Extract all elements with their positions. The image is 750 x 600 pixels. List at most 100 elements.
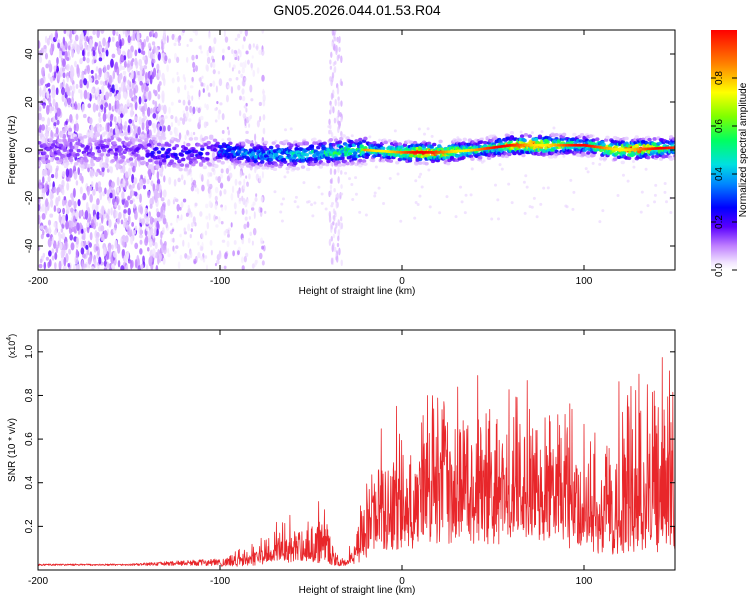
spectrogram-cell [110,158,116,163]
spectrogram-cell [220,168,224,174]
spectrogram-cell [86,248,90,256]
spectrogram-cell [407,156,413,161]
spectrogram-cell [562,154,566,158]
spectrogram-cell [45,104,50,115]
spectrogram-cell [241,237,245,245]
spectrogram-cell [58,213,62,223]
spectrogram-cell [341,134,346,138]
spectrogram-cell [68,167,73,178]
spectrogram-cell [507,152,512,157]
spectrogram-cell [280,202,284,206]
spectrogram-cell [462,137,467,142]
spectrogram-cell [45,135,49,143]
spectrogram-cell [261,260,265,266]
spectrogram-cell [116,99,120,110]
spectrogram-cell [248,216,251,220]
spectrogram-x-label: Height of straight line (km) [299,286,416,297]
spectrogram-cell [170,115,174,120]
spectrogram-cell [418,161,423,165]
spectrogram-cell [44,206,48,216]
spectrogram-cell [162,209,165,216]
spectrogram-cell [493,183,497,187]
spectrogram-cell [183,167,188,172]
spectrogram-cell [84,42,88,51]
spectrogram-cell [133,177,138,185]
snr-y-ticks: 0.20.40.60.81.0 [24,344,675,533]
spectrogram-cell [493,136,498,140]
spectrogram-cell [184,253,188,259]
spectrogram-cell [632,165,636,169]
spectrogram-cell [45,198,49,208]
spectrogram-cell [591,161,595,165]
spectrogram-cell [358,137,363,142]
spectrogram-cell [540,130,544,134]
colorbar-label: Normalized spectral amplitude [738,82,749,217]
spectrogram-cell [238,70,241,75]
spectrogram-cell [216,159,222,163]
spectrogram-cell [249,143,255,147]
spectrogram-cell [264,210,267,214]
spectrogram-cell [624,136,629,141]
spectrogram-cell [65,120,68,126]
spectrogram-cell [80,164,85,169]
spectrogram-cell [402,143,408,147]
spectrogram-cell [93,126,97,133]
spectrogram-cell [225,167,230,174]
spectrogram-cell [51,106,55,112]
spectrogram-cell [175,165,181,169]
spectrogram-cell [139,248,143,255]
spectrogram-cell [92,102,97,113]
spectrogram-cell [377,186,381,190]
spectrogram-cell [238,110,242,117]
spectrogram-cell [258,115,262,123]
spectrogram-cell [414,179,418,183]
spectrogram-cell [248,173,251,180]
spectrogram-cell [374,165,378,169]
spectrogram-cell [94,214,97,224]
spectrogram-cell [170,101,174,106]
spectrogram-cell [321,162,326,166]
spectrogram-cell [173,152,178,157]
spectrogram-cell [224,204,227,211]
spectrogram-cell [69,30,72,40]
spectrogram-cell [61,171,66,178]
spectrogram-cell [86,30,89,39]
spectrogram-cell [261,171,264,179]
spectrogram-cell [138,234,143,239]
spectrogram-cell [139,179,144,189]
spectrogram-cell [133,153,139,157]
spectrogram-cell [417,175,421,179]
spectrogram-cell [112,30,116,36]
spectrogram-cell [82,263,87,268]
spectrogram-cell [123,160,127,166]
spectrogram-cell [200,246,204,251]
spectrogram-cell [45,226,48,234]
spectrogram-cell [345,161,350,166]
spectrogram-cell [334,30,337,33]
spectrogram-cell [38,105,42,112]
spectrogram-cell [598,220,602,224]
spectrogram-cell [38,112,42,121]
spectrogram-x-tick-label: -200 [28,276,48,287]
spectrogram-cell [85,145,90,149]
snr-x-tick-label: 100 [576,576,593,587]
spectrogram-cell [387,139,392,143]
spectrogram-cell [241,265,245,270]
spectrogram-cell [186,90,190,97]
spectrogram-cell [206,179,210,187]
spectrogram-cell [151,41,156,46]
spectrogram-cell [358,210,362,214]
spectrogram-cell [41,192,46,200]
spectrogram-cell [167,143,172,147]
spectrogram-cell [103,260,107,267]
spectrogram-cell [479,140,484,144]
spectrogram-cell [113,152,118,156]
spectrogram-cell [359,144,364,148]
spectrogram-cell [361,159,367,163]
spectrogram-cell [56,107,61,118]
spectrogram-cell [98,186,103,194]
spectrogram-cell [59,82,63,90]
spectrogram-cell [164,55,168,62]
spectrogram-cell [73,200,77,210]
spectrogram-cell [99,140,104,144]
